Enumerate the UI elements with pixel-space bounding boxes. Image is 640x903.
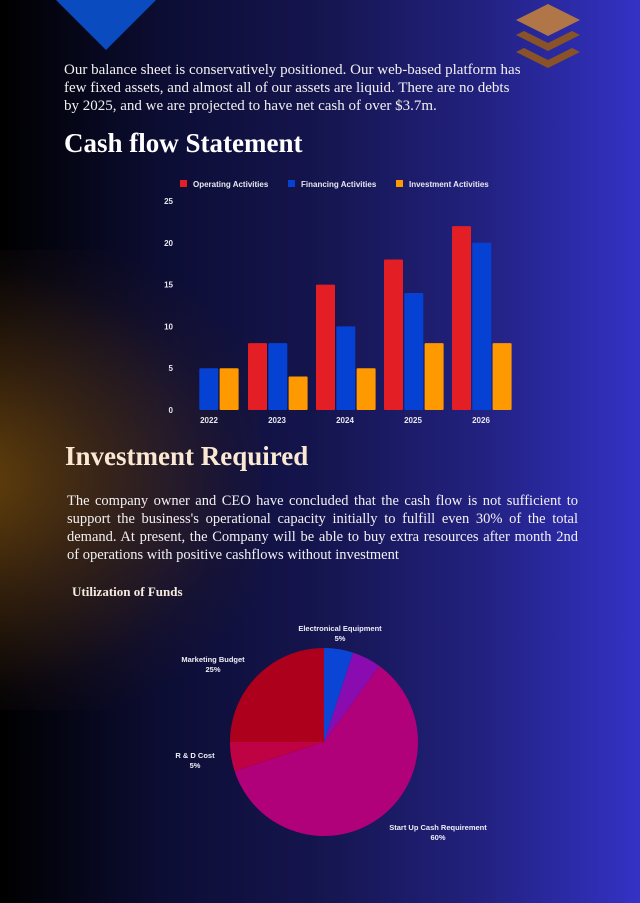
bar-operating-activities	[316, 284, 335, 410]
pie-label: Marketing Budget	[181, 655, 245, 664]
chart-legend: Operating Activities Financing Activities…	[180, 180, 489, 189]
bar-financing-activities	[404, 292, 424, 410]
y-tick-label: 20	[164, 239, 173, 248]
legend-label: Financing Activities	[301, 180, 377, 189]
bar-operating-activities	[248, 343, 267, 410]
pie-slice	[234, 665, 418, 836]
legend-swatch	[288, 180, 295, 187]
pie-percent: 60%	[430, 833, 445, 842]
legend-label: Operating Activities	[193, 180, 269, 189]
y-tick-label: 10	[164, 322, 173, 331]
bar-investment-activities	[424, 343, 444, 410]
investment-paragraph: The company owner and CEO have concluded…	[67, 493, 578, 563]
y-tick-label: 15	[164, 281, 173, 290]
pie-percent: 5%	[335, 634, 346, 643]
bar-investment-activities	[288, 376, 308, 410]
pie-slice	[230, 648, 324, 742]
bar-investment-activities	[356, 368, 376, 410]
bar-financing-activities	[336, 326, 356, 410]
legend-label: Investment Activities	[409, 180, 489, 189]
investment-heading: Investment Required	[65, 441, 309, 471]
pie-label: R & D Cost	[175, 751, 215, 760]
cashflow-heading: Cash flow Statement	[64, 128, 303, 158]
pie-slice	[230, 742, 324, 772]
pie-percent: 25%	[205, 665, 220, 674]
y-axis: 0 5 10 15 20 25	[164, 197, 173, 415]
x-axis: 2022 2023 2024 2025 2026	[200, 416, 490, 425]
triangle-decoration	[56, 0, 156, 50]
utilization-subheading: Utilization of Funds	[72, 584, 183, 599]
bar-financing-activities	[472, 242, 492, 410]
pie-label: Electronical Equipment	[298, 624, 382, 633]
pie-percent: 5%	[190, 761, 201, 770]
pie-slice	[324, 652, 380, 742]
bar-financing-activities	[268, 343, 288, 410]
legend-swatch	[396, 180, 403, 187]
y-tick-label: 0	[169, 406, 174, 415]
x-tick-label: 2024	[336, 416, 354, 425]
bar-operating-activities	[452, 226, 471, 410]
legend-swatch	[180, 180, 187, 187]
layers-icon	[516, 4, 580, 68]
x-tick-label: 2023	[268, 416, 286, 425]
bar-investment-activities	[219, 368, 239, 410]
pie-label: Start Up Cash Requirement	[389, 823, 487, 832]
intro-paragraph: Our balance sheet is conservatively posi…	[64, 62, 521, 114]
x-tick-label: 2025	[404, 416, 422, 425]
pie-slice	[324, 648, 354, 742]
bar-financing-activities	[199, 368, 219, 410]
bars	[199, 226, 512, 410]
bar-investment-activities	[492, 343, 512, 410]
x-tick-label: 2022	[200, 416, 218, 425]
bar-operating-activities	[384, 259, 403, 410]
x-tick-label: 2026	[472, 416, 490, 425]
y-tick-label: 25	[164, 197, 173, 206]
pie-slices	[230, 648, 418, 836]
y-tick-label: 5	[169, 364, 174, 373]
